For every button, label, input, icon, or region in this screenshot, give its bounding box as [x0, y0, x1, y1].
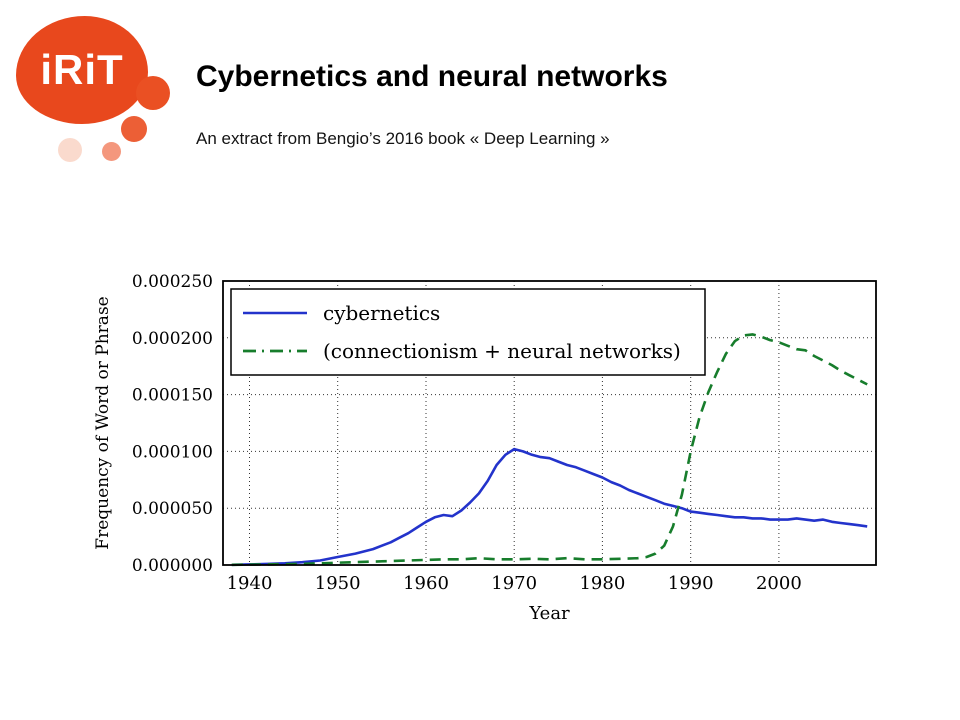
x-tick-label: 1960 [403, 573, 449, 594]
legend-label-connectionism-neural-networks: (connectionism + neural networks) [323, 339, 681, 363]
x-tick-label: 1940 [227, 573, 273, 594]
x-tick-label: 1980 [579, 573, 625, 594]
irit-logo-text: iRiT [40, 46, 124, 93]
y-tick-label: 0.000250 [132, 272, 213, 292]
plot-border [222, 280, 877, 566]
y-tick-label: 0.000000 [132, 556, 213, 576]
legend-box [230, 288, 706, 376]
y-tick-label: 0.000100 [132, 442, 213, 462]
logo-dot-medium [121, 116, 147, 142]
series-connectionism-neural-networks [231, 333, 868, 567]
x-tick-label: 1970 [491, 573, 537, 594]
slide-subtitle: An extract from Bengio’s 2016 book « Dee… [196, 129, 610, 148]
logo-dot-faint [58, 138, 82, 162]
series-cybernetics [231, 447, 868, 567]
y-axis-label: Frequency of Word or Phrase [93, 296, 113, 549]
frequency-chart: 0.000000 0.000050 0.000100 0.000150 0.000200… [88, 256, 898, 636]
x-tick-label: 1990 [668, 573, 714, 594]
y-tick-label: 0.000150 [132, 386, 213, 406]
legend-label-cybernetics: cybernetics [323, 301, 440, 325]
irit-logo: iRiT [0, 0, 210, 190]
logo-dot-small [102, 142, 121, 161]
x-tick-label: 1950 [315, 573, 361, 594]
y-tick-label: 0.000200 [132, 329, 213, 349]
irit-logo-blob: iRiT [16, 16, 148, 124]
x-axis-label: Year [528, 603, 570, 624]
slide-title: Cybernetics and neural networks [196, 60, 668, 93]
logo-dot-large [136, 76, 170, 110]
x-tick-label: 2000 [756, 573, 802, 594]
y-tick-label: 0.000050 [132, 499, 213, 519]
chart-svg: 0.000000 0.000050 0.000100 0.000150 0.000200… [93, 272, 877, 624]
